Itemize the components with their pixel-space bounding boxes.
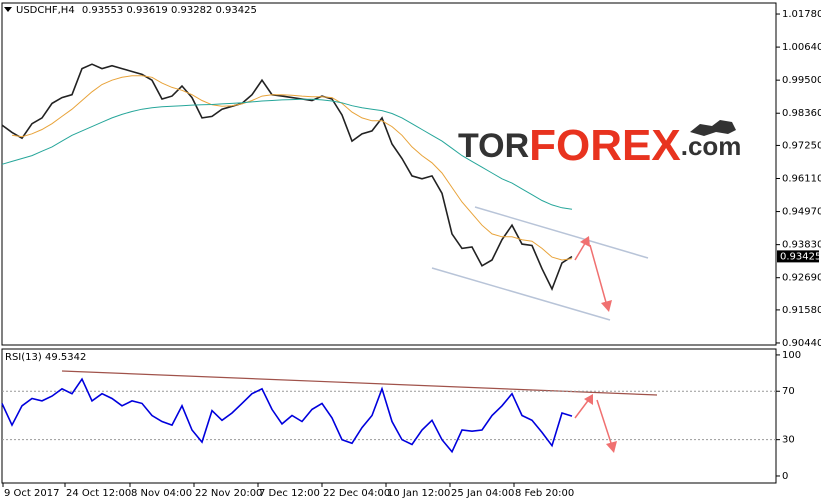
low: 0.93282: [171, 5, 212, 16]
y-tick-label: 0.91580: [782, 305, 821, 316]
arrow-head: [601, 300, 612, 312]
y-tick-label: 1.00640: [782, 42, 821, 53]
symbol: USDCHF,H4: [16, 5, 75, 16]
y-tick-label: 0.90440: [782, 338, 821, 349]
series-line: [1, 98, 573, 210]
x-tick-label: 10 Jan 12:00: [387, 488, 450, 499]
menu-triangle: [4, 7, 12, 12]
y-tick-label: 0.96110: [782, 173, 821, 184]
x-tick-label: 24 Oct 12:00: [66, 488, 131, 499]
x-tick-label: 7 Dec 12:00: [259, 488, 320, 499]
rsi-header: RSI(13) 49.5342: [5, 352, 86, 363]
logo: TORFOREX.com: [458, 121, 741, 170]
logo-forex: FOREX: [529, 121, 681, 170]
price-marker: 0.93425: [780, 251, 821, 262]
arrow-down: [589, 244, 608, 307]
price-header: USDCHF,H4 0.93553 0.93619 0.93282 0.9342…: [16, 5, 257, 16]
x-tick-label: 22 Nov 20:00: [195, 488, 262, 499]
y-tick-label: 0.92690: [782, 273, 821, 284]
y-tick-label: 100: [782, 350, 801, 361]
rsi-trendline: [61, 370, 658, 396]
y-tick-label: 0.98360: [782, 108, 821, 119]
series-line: [1, 63, 573, 291]
price-panel: [1, 2, 777, 346]
arrow-head: [584, 394, 593, 405]
y-tick-label: 0.94970: [782, 207, 821, 218]
y-tick-label: 0.99500: [782, 75, 821, 86]
arrow-head: [606, 441, 617, 453]
x-tick-label: 8 Nov 04:00: [131, 488, 192, 499]
price-marker-box: [777, 250, 819, 263]
logo-bull: [690, 120, 736, 136]
x-tick-label: 25 Jan 04:00: [451, 488, 514, 499]
high: 0.93619: [126, 5, 167, 16]
series-line: [1, 377, 573, 454]
y-tick-label: 0.93830: [782, 240, 821, 251]
channel-upper: [474, 206, 649, 259]
logo-tor: TOR: [458, 127, 529, 165]
channel-lower: [431, 267, 611, 321]
series-line: [11, 75, 573, 261]
annotations: [61, 206, 658, 453]
arrow-up: [574, 397, 591, 419]
open: 0.93553: [82, 5, 123, 16]
y-tick-label: 1.01780: [782, 9, 821, 20]
arrow-head: [580, 236, 590, 247]
x-tick-label: 9 Oct 2017: [4, 488, 59, 499]
rsi-name: RSI(13): [5, 352, 42, 363]
x-tick-label: 8 Feb 20:00: [515, 488, 574, 499]
rsi-value: 49.5342: [45, 352, 86, 363]
logo-com: .com: [681, 131, 742, 161]
y-tick-label: 0.97250: [782, 140, 821, 151]
x-tick-label: 22 Dec 04:00: [323, 488, 390, 499]
close: 0.93425: [216, 5, 257, 16]
rsi-panel: [1, 348, 777, 484]
y-tick-label: 30: [782, 435, 795, 446]
y-tick-label: 70: [782, 386, 795, 397]
y-tick-label: 0: [782, 471, 788, 482]
arrow-down: [596, 399, 613, 447]
